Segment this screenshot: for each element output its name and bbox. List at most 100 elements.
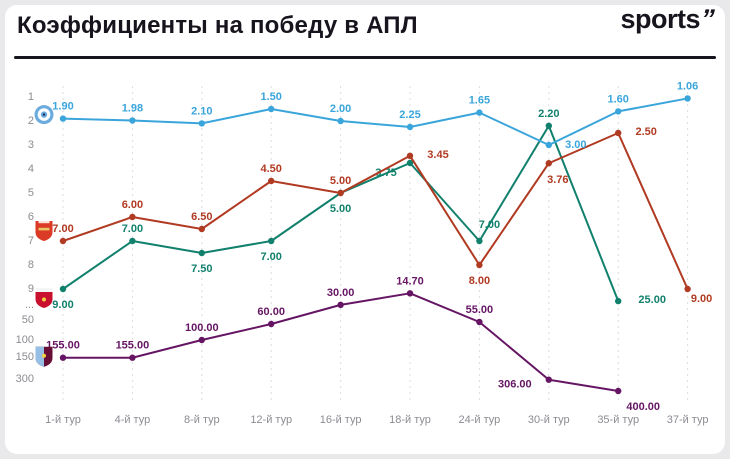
data-point-aston-villa xyxy=(198,336,205,344)
point-value-label: 2.00 xyxy=(330,103,351,115)
data-point-liverpool xyxy=(615,297,622,305)
data-point-man-city xyxy=(476,109,483,116)
point-value-label: 3.00 xyxy=(565,139,586,151)
point-value-label: 5.00 xyxy=(330,175,351,187)
point-value-label: 30.00 xyxy=(327,287,355,299)
point-value-label: 2.20 xyxy=(538,108,559,120)
y-axis-tick-label: 150 xyxy=(16,351,34,363)
y-axis-tick-label: 9 xyxy=(28,283,34,295)
y-axis-tick-label: 4 xyxy=(28,163,34,175)
point-value-label: 9.00 xyxy=(691,293,712,305)
data-point-aston-villa xyxy=(615,387,622,395)
x-axis-label: 12-й тур xyxy=(250,414,292,426)
series-line-arsenal xyxy=(62,132,689,290)
point-value-label: 3.75 xyxy=(375,167,396,179)
data-point-man-city xyxy=(129,117,136,124)
data-point-arsenal xyxy=(129,213,136,221)
point-value-label: 1.50 xyxy=(260,91,281,103)
point-value-label: 3.45 xyxy=(427,149,448,161)
point-value-label: 1.60 xyxy=(607,93,628,105)
point-value-label: 2.10 xyxy=(191,105,212,117)
point-value-label: 6.00 xyxy=(122,199,143,211)
y-axis-tick-label: 100 xyxy=(16,334,34,346)
point-value-label: 7.50 xyxy=(191,263,212,275)
data-point-arsenal xyxy=(545,160,552,167)
y-axis-tick-label: 50 xyxy=(22,314,34,326)
x-axis-label: 24-й тур xyxy=(459,414,501,426)
point-value-label: 100.00 xyxy=(185,322,219,334)
x-axis-label: 4-й тур xyxy=(115,414,151,426)
point-value-label: 6.50 xyxy=(191,211,212,223)
point-value-label: 9.00 xyxy=(52,299,73,311)
point-value-label: 3.76 xyxy=(547,174,568,186)
header-divider xyxy=(14,56,716,59)
data-point-aston-villa xyxy=(406,290,414,297)
data-point-arsenal xyxy=(337,189,344,197)
logo-text: sports xyxy=(620,4,700,34)
y-axis-tick-label: 7 xyxy=(28,235,34,247)
point-value-label: 1.90 xyxy=(52,101,73,113)
point-value-label: 7.00 xyxy=(52,223,73,235)
data-point-man-city xyxy=(684,95,691,102)
point-value-label: 60.00 xyxy=(257,306,285,318)
point-value-label: 5.00 xyxy=(330,203,351,215)
x-axis-label: 37-й тур xyxy=(667,414,709,426)
data-point-liverpool xyxy=(268,237,275,245)
x-axis-label: 18-й тур xyxy=(389,414,431,426)
data-point-arsenal xyxy=(684,285,691,293)
point-value-label: 1.06 xyxy=(677,80,698,92)
point-value-label: 4.50 xyxy=(260,163,281,175)
data-point-man-city xyxy=(615,108,622,115)
point-value-label: 55.00 xyxy=(466,304,494,316)
point-value-label: 400.00 xyxy=(626,401,660,413)
data-point-arsenal xyxy=(268,177,275,185)
point-value-label: 1.98 xyxy=(122,103,143,115)
data-point-liverpool xyxy=(129,237,136,245)
point-value-label: 25.00 xyxy=(638,294,666,306)
data-point-man-city xyxy=(268,105,275,113)
x-axis-label: 1-й тур xyxy=(45,414,81,426)
arsenal-badge xyxy=(35,221,53,241)
data-point-aston-villa xyxy=(59,354,67,361)
point-value-label: 1.65 xyxy=(469,95,490,107)
data-point-aston-villa xyxy=(337,301,344,309)
point-value-label: 2.50 xyxy=(635,126,656,138)
data-point-liverpool xyxy=(198,249,205,257)
data-point-liverpool xyxy=(406,159,414,167)
y-axis-tick-label: 1 xyxy=(28,91,34,103)
y-axis-tick-label: 300 xyxy=(16,373,34,385)
data-point-arsenal xyxy=(615,129,622,137)
page-title: Коэффициенты на победу в АПЛ xyxy=(17,12,418,39)
y-axis-tick-label: 8 xyxy=(28,259,34,271)
data-point-arsenal xyxy=(476,261,483,269)
y-axis-tick-label: 2 xyxy=(28,115,34,127)
data-point-arsenal xyxy=(198,225,205,233)
data-point-liverpool xyxy=(545,122,552,129)
x-axis-label: 8-й тур xyxy=(184,414,220,426)
x-axis-label: 35-й тур xyxy=(597,414,639,426)
manchester-city-badge xyxy=(34,105,54,125)
data-point-man-city xyxy=(198,120,205,127)
aston-villa-badge xyxy=(35,346,53,367)
data-point-man-city xyxy=(545,141,552,149)
data-point-man-city xyxy=(59,115,67,122)
point-value-label: 306.00 xyxy=(498,379,532,391)
data-point-aston-villa xyxy=(129,354,136,361)
data-point-arsenal xyxy=(406,152,414,159)
sports-logo: sports” xyxy=(620,4,717,35)
point-value-label: 155.00 xyxy=(116,340,150,352)
data-point-man-city xyxy=(406,123,414,131)
x-axis-label: 16-й тур xyxy=(320,414,362,426)
y-axis-tick-label: 3 xyxy=(28,139,34,151)
data-point-aston-villa xyxy=(476,318,483,326)
y-axis-tick-label: ... xyxy=(25,299,34,311)
data-point-liverpool xyxy=(476,237,483,245)
point-value-label: 7.00 xyxy=(122,223,143,235)
infographic-card xyxy=(5,5,725,454)
point-value-label: 14.70 xyxy=(396,275,424,287)
point-value-label: 8.00 xyxy=(469,275,490,287)
data-point-aston-villa xyxy=(545,376,552,383)
point-value-label: 7.00 xyxy=(479,219,500,231)
y-axis-tick-label: 5 xyxy=(28,187,34,199)
